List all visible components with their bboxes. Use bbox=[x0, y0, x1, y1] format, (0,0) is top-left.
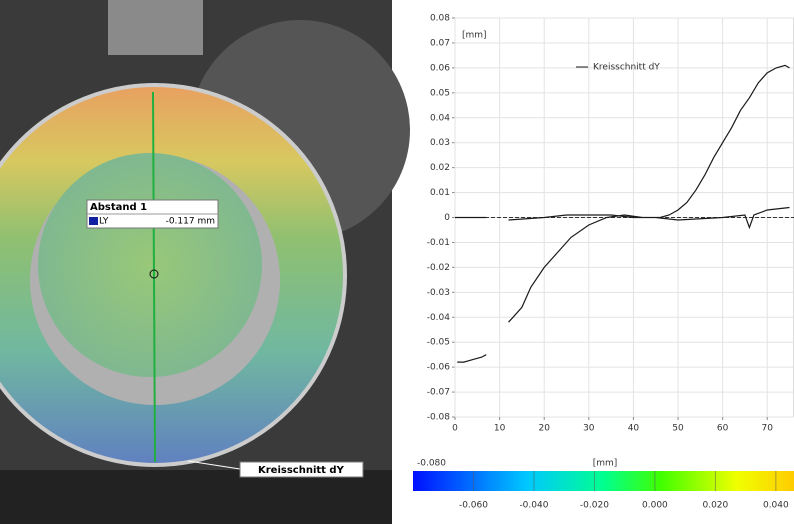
x-tick-label: 60 bbox=[717, 424, 729, 434]
colorbar-min-label: -0.080 bbox=[417, 459, 446, 469]
y-tick-label: -0.06 bbox=[427, 363, 451, 373]
colorbar-tick-label: 0.040 bbox=[763, 501, 789, 511]
y-tick-label: -0.01 bbox=[427, 238, 450, 248]
colorbar-tick-label: -0.020 bbox=[580, 501, 609, 511]
y-tick-label: 0.05 bbox=[430, 88, 450, 98]
gauge-value: -0.117 mm bbox=[166, 217, 215, 227]
y-tick-label: 0.02 bbox=[430, 163, 450, 173]
y-tick-label: -0.08 bbox=[427, 413, 451, 423]
y-tick-label: -0.04 bbox=[427, 313, 451, 323]
colorbar-tick-label: -0.040 bbox=[519, 501, 548, 511]
x-tick-label: 0 bbox=[452, 424, 458, 434]
y-tick-label: 0 bbox=[444, 213, 450, 223]
y-tick-label: 0.08 bbox=[430, 14, 450, 24]
y-tick-label: -0.02 bbox=[427, 263, 450, 273]
x-tick-label: 20 bbox=[538, 424, 550, 434]
colorbar-tick-label: 0.020 bbox=[702, 501, 728, 511]
x-tick-label: 50 bbox=[672, 424, 684, 434]
y-tick-label: -0.05 bbox=[427, 338, 450, 348]
x-tick-label: 70 bbox=[762, 424, 774, 434]
colorbar-tick-label: 0.000 bbox=[642, 501, 668, 511]
y-tick-label: 0.03 bbox=[430, 138, 450, 148]
y-tick-label: -0.07 bbox=[427, 388, 450, 398]
gauge-title: Abstand 1 bbox=[90, 202, 147, 213]
colorbar-label: [mm] bbox=[593, 459, 618, 469]
y-tick-label: 0.01 bbox=[430, 188, 450, 198]
y-axis-label: [mm] bbox=[462, 31, 487, 41]
data-line bbox=[455, 64, 790, 363]
y-tick-label: 0.06 bbox=[430, 63, 450, 73]
x-tick-label: 30 bbox=[583, 424, 595, 434]
x-tick-label: 40 bbox=[628, 424, 640, 434]
y-tick-label: 0.04 bbox=[430, 113, 450, 123]
y-tick-label: -0.03 bbox=[427, 288, 450, 298]
specimen-image: Abstand 1 LY -0.117 mm Kreisschnitt dY bbox=[0, 0, 410, 524]
colorbar bbox=[413, 471, 794, 491]
gauge-name: LY bbox=[99, 217, 109, 227]
colorbar-tick-label: -0.060 bbox=[459, 501, 488, 511]
x-tick-label: 10 bbox=[494, 424, 506, 434]
section-label: Kreisschnitt dY bbox=[258, 465, 345, 476]
y-tick-label: 0.07 bbox=[430, 38, 450, 48]
legend-label: Kreisschnitt dY bbox=[593, 63, 660, 73]
